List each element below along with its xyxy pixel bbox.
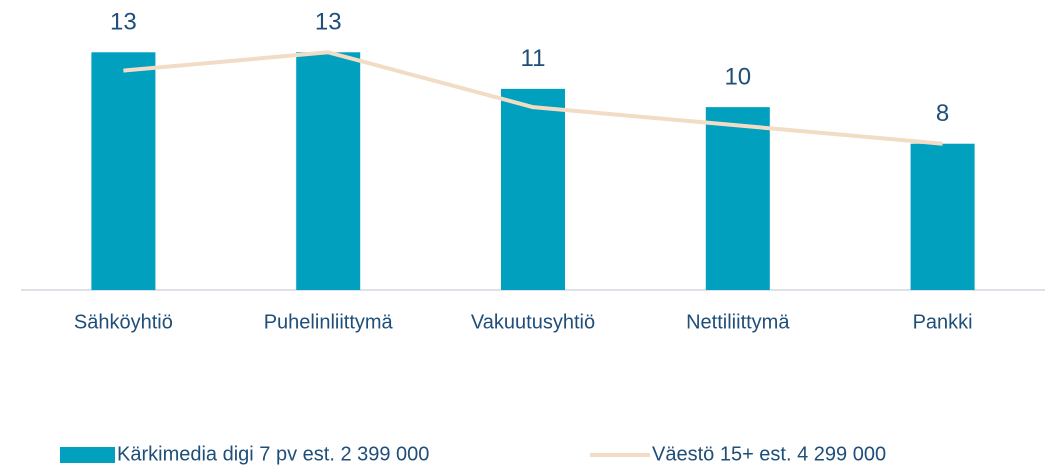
data-label: 13 [315, 9, 342, 36]
x-tick-label: Nettiliittymä [686, 311, 790, 333]
bar [705, 107, 770, 291]
data-label: 13 [110, 9, 137, 36]
x-tick-label: Puhelinliittymä [264, 311, 394, 333]
bar [910, 143, 975, 290]
bar [91, 52, 156, 291]
x-tick-label: Vakuutusyhtiö [471, 311, 595, 333]
legend-swatch [60, 447, 115, 463]
bar [296, 52, 361, 291]
line [123, 50, 943, 146]
data-label: 10 [724, 63, 751, 90]
data-label: 11 [521, 45, 546, 72]
bar [501, 88, 565, 290]
x-tick-label: Pankki [913, 311, 973, 333]
x-tick-label: Sähköyhtiö [74, 311, 173, 333]
data-label: 8 [936, 100, 949, 127]
legend-label: Kärkimedia digi 7 pv est. 2 399 000 [117, 443, 429, 465]
legend-label: Väestö 15+ est. 4 299 000 [652, 443, 886, 465]
